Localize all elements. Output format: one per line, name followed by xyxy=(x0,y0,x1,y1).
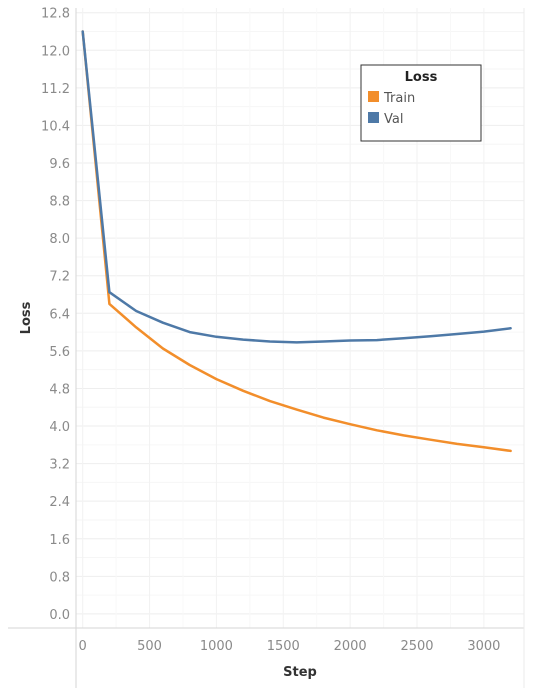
y-tick-label: 8.8 xyxy=(49,195,70,210)
legend-label-val: Val xyxy=(384,112,403,127)
y-tick-label: 6.4 xyxy=(49,307,70,322)
grid xyxy=(76,8,524,628)
x-tick-label: 1500 xyxy=(267,639,300,654)
legend-label-train: Train xyxy=(383,91,415,106)
x-tick-labels: 0 500 1000 1500 2000 2500 3000 xyxy=(79,639,501,654)
y-tick-label: 11.2 xyxy=(41,82,70,97)
y-tick-label: 4.8 xyxy=(49,382,70,397)
y-tick-label: 1.6 xyxy=(49,533,70,548)
y-tick-label: 10.4 xyxy=(41,119,70,134)
legend-swatch-train xyxy=(368,91,379,102)
legend-swatch-val xyxy=(368,112,379,123)
x-tick-label: 0 xyxy=(79,639,87,654)
x-tick-label: 500 xyxy=(137,639,162,654)
series-line-train xyxy=(81,30,512,453)
legend: Loss Train Val xyxy=(360,64,482,142)
y-tick-label: 0.0 xyxy=(49,608,70,623)
y-tick-label: 12.8 xyxy=(41,7,70,22)
y-tick-label: 2.4 xyxy=(49,495,70,510)
series-lines xyxy=(81,30,512,453)
y-tick-label: 9.6 xyxy=(49,157,70,172)
y-tick-labels: 0.0 0.8 1.6 2.4 3.2 4.0 4.8 5.6 6.4 7.2 8.0 8.8 9.6 1… xyxy=(41,7,70,623)
legend-title: Loss xyxy=(405,70,438,85)
y-tick-label: 8.0 xyxy=(49,232,70,247)
y-tick-label: 4.0 xyxy=(49,420,70,435)
y-tick-label: 5.6 xyxy=(49,345,70,360)
x-tick-label: 2500 xyxy=(400,639,433,654)
y-tick-label: 0.8 xyxy=(49,570,70,585)
y-axis-title: Loss xyxy=(19,301,34,334)
axes xyxy=(8,8,525,688)
y-tick-label: 3.2 xyxy=(49,458,70,473)
series-line-val xyxy=(81,30,512,344)
y-tick-label: 12.0 xyxy=(41,44,70,59)
x-tick-label: 2000 xyxy=(334,639,367,654)
y-tick-label: 7.2 xyxy=(49,270,70,285)
x-axis-title: Step xyxy=(283,665,317,680)
x-tick-label: 1000 xyxy=(200,639,233,654)
legend-box xyxy=(360,64,482,142)
x-tick-label: 3000 xyxy=(467,639,500,654)
